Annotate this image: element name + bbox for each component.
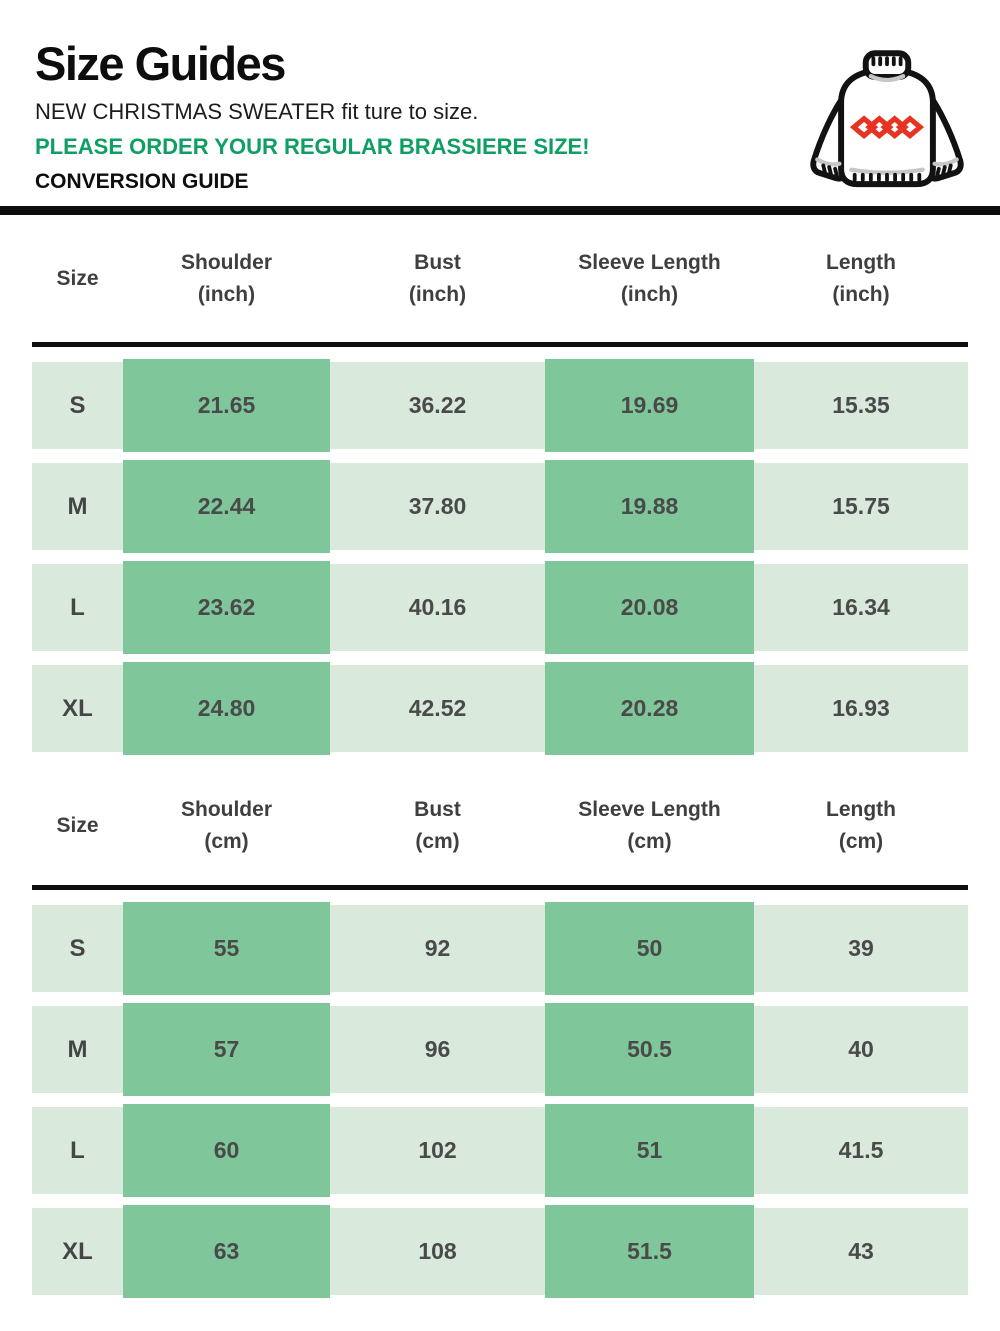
table-cell: 21.65 [123,359,330,452]
table-row: XL 63 108 51.5 43 [32,1205,968,1298]
size-cell: XL [32,665,123,752]
table-cell: 37.80 [330,463,545,550]
table-cell: 22.44 [123,460,330,553]
table-cell: 16.93 [754,665,968,752]
size-table-cm-header: Size Shoulder (cm) Bust (cm) Sleeve Length… [32,766,968,890]
size-tables: Size Shoulder (inch) Bust (inch) Sleeve Le… [32,215,968,1298]
table-cell: 108 [330,1208,545,1295]
table-row: L 23.62 40.16 20.08 16.34 [32,561,968,654]
size-table-inch-rows: S 21.65 36.22 19.69 15.35 M 22.44 37.80 … [32,359,968,755]
size-table-inch-header: Size Shoulder (inch) Bust (inch) Sleeve Le… [32,215,968,347]
order-notice: PLEASE ORDER YOUR REGULAR BRASSIERE SIZE… [35,134,590,159]
size-cell: M [32,1006,123,1093]
column-header-length: Length (inch) [826,251,896,306]
table-cell: 43 [754,1208,968,1295]
table-cell: 51.5 [545,1205,754,1298]
table-cell: 41.5 [754,1107,968,1194]
table-cell: 50 [545,902,754,995]
size-table-cm-rows: S 55 92 50 39 M 57 96 50.5 40 L 60 102 5… [32,902,968,1298]
column-header-shoulder: Shoulder (cm) [180,798,272,853]
table-cell: 39 [754,905,968,992]
column-header-bust: Bust (inch) [408,251,467,306]
table-cell: 24.80 [123,662,330,755]
diamond-pattern [849,115,925,139]
table-cell: 51 [545,1104,754,1197]
table-cell: 19.88 [545,460,754,553]
table-row: S 21.65 36.22 19.69 15.35 [32,359,968,452]
table-cell: 36.22 [330,362,545,449]
table-cell: 57 [123,1003,330,1096]
sweater-svg [810,50,964,188]
table-cell: 40.16 [330,564,545,651]
table-cell: 16.34 [754,564,968,651]
table-cell: 15.35 [754,362,968,449]
table-row: M 57 96 50.5 40 [32,1003,968,1096]
table-cell: 55 [123,902,330,995]
size-cell: XL [32,1208,123,1295]
christmas-sweater-icon [802,48,972,197]
column-header-length: Length (cm) [826,798,896,853]
table-cell: 20.08 [545,561,754,654]
table-cell: 50.5 [545,1003,754,1096]
page-header: Size Guides NEW CHRISTMAS SWEATER fit tu… [0,0,1000,194]
size-cell: L [32,1107,123,1194]
section-divider [0,206,1000,215]
table-cell: 20.28 [545,662,754,755]
size-cell: L [32,564,123,651]
table-cell: 102 [330,1107,545,1194]
conversion-guide-label: CONVERSION GUIDE [35,170,249,193]
column-header-size: Size [56,266,99,290]
column-header-sleeve-length: Sleeve Length (inch) [578,251,721,306]
table-cell: 92 [330,905,545,992]
table-cell: 63 [123,1205,330,1298]
table-row: S 55 92 50 39 [32,902,968,995]
table-row: M 22.44 37.80 19.88 15.75 [32,460,968,553]
size-cell: S [32,362,123,449]
column-header-sleeve-length: Sleeve Length (cm) [578,798,721,853]
table-cell: 40 [754,1006,968,1093]
column-header-bust: Bust (cm) [414,798,461,853]
table-cell: 42.52 [330,665,545,752]
page-title: Size Guides [35,37,286,90]
table-cell: 19.69 [545,359,754,452]
table-cell: 60 [123,1104,330,1197]
column-header-size: Size [56,813,99,837]
table-row: L 60 102 51 41.5 [32,1104,968,1197]
table-cell: 96 [330,1006,545,1093]
table-cell: 23.62 [123,561,330,654]
table-cell: 15.75 [754,463,968,550]
size-cell: M [32,463,123,550]
table-row: XL 24.80 42.52 20.28 16.93 [32,662,968,755]
column-header-shoulder: Shoulder (inch) [180,251,272,306]
size-cell: S [32,905,123,992]
fit-subtitle: NEW CHRISTMAS SWEATER fit ture to size. [35,99,479,124]
